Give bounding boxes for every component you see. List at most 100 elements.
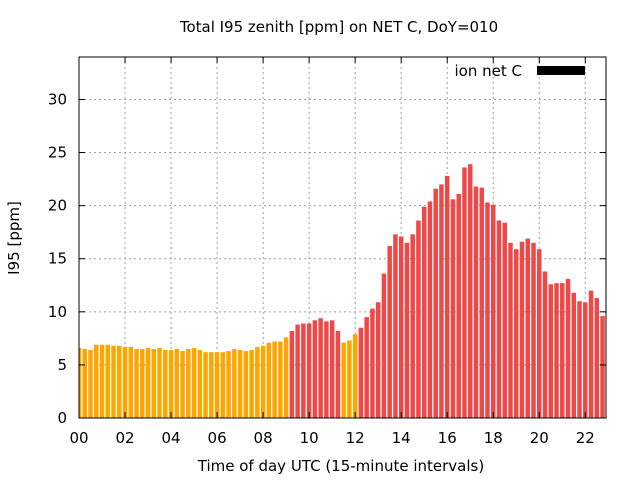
bar (335, 330, 341, 418)
x-axis-label: Time of day UTC (15-minute intervals) (197, 457, 484, 475)
x-tick-label: 10 (300, 429, 319, 447)
bar (496, 220, 502, 418)
bar (364, 317, 369, 418)
bar (502, 222, 507, 418)
legend-swatch (537, 66, 585, 75)
bar (393, 234, 398, 418)
bar (479, 187, 484, 418)
bar (410, 234, 415, 418)
bar (329, 320, 335, 418)
y-tick-label: 25 (48, 144, 67, 162)
bar (278, 341, 283, 418)
x-tick-label: 00 (69, 429, 88, 447)
bar (266, 342, 272, 418)
bar (462, 167, 467, 418)
bar (82, 348, 87, 418)
bar (134, 348, 139, 418)
bar (433, 188, 438, 418)
bar (191, 347, 197, 418)
bar (283, 337, 289, 418)
bar (237, 350, 243, 418)
bar (416, 220, 421, 418)
bar (537, 249, 542, 418)
bar (157, 347, 162, 418)
y-tick-label: 10 (48, 303, 67, 321)
bar (439, 184, 444, 418)
bar (232, 348, 237, 418)
bar (260, 345, 266, 418)
bar (163, 350, 168, 418)
bar (347, 340, 352, 418)
bar (226, 351, 231, 418)
bar (490, 204, 496, 418)
bar (519, 241, 525, 418)
bar (444, 175, 450, 418)
bar (105, 344, 111, 418)
bar (272, 341, 277, 418)
bar (352, 334, 358, 418)
bar (324, 321, 329, 418)
bar (525, 238, 530, 418)
bar (203, 352, 208, 418)
bar (186, 348, 191, 418)
bar (128, 346, 134, 418)
bar (312, 320, 318, 418)
bar (220, 352, 226, 418)
bar (168, 350, 174, 418)
plot-frame (78, 56, 607, 419)
bar (588, 290, 594, 418)
y-tick-label: 5 (57, 356, 67, 374)
x-tick-label: 08 (254, 429, 273, 447)
bar (467, 164, 473, 418)
bar (197, 350, 203, 418)
bar (583, 302, 588, 418)
bar (387, 245, 392, 418)
x-tick-label: 18 (484, 429, 503, 447)
bar (301, 323, 306, 418)
bar (404, 242, 410, 418)
x-tick-label: 12 (346, 429, 365, 447)
bar (571, 292, 577, 418)
bar (295, 324, 300, 418)
x-tick-label: 04 (162, 429, 181, 447)
bars (79, 164, 605, 418)
x-tick-label: 20 (530, 429, 549, 447)
chart-title: Total I95 zenith [ppm] on NET C, DoY=010 (179, 18, 498, 36)
bar (214, 352, 220, 418)
bar (243, 351, 249, 418)
x-tick-label: 06 (208, 429, 227, 447)
y-tick-label: 30 (48, 90, 67, 108)
bar (548, 284, 554, 418)
y-tick-label: 0 (57, 409, 67, 427)
legend-label: ion net C (455, 62, 522, 80)
bar (600, 316, 605, 418)
bar (398, 236, 404, 418)
bar (122, 346, 128, 418)
bar (542, 271, 548, 418)
bar (560, 283, 565, 418)
bar (94, 344, 99, 418)
bar (180, 351, 185, 418)
bar (577, 301, 582, 418)
bar (140, 348, 145, 418)
bar (554, 283, 559, 418)
x-tick-label: 14 (392, 429, 411, 447)
bar (450, 199, 456, 418)
bar (358, 327, 364, 418)
legend: ion net C (455, 62, 585, 80)
axis-ticks: 00 02 04 06 08 10 12 14 16 18 20 22 0 5 10 15 20 25 30 (48, 57, 606, 447)
bar (249, 350, 254, 418)
y-tick-label: 15 (48, 250, 67, 268)
bar (514, 249, 519, 418)
bar (79, 347, 82, 418)
bar (318, 318, 323, 418)
bar (174, 348, 180, 418)
bar (209, 352, 214, 418)
bar (381, 273, 387, 418)
bar (289, 330, 295, 418)
bar (117, 345, 122, 418)
bar (565, 278, 571, 418)
x-tick-label: 02 (115, 429, 134, 447)
y-tick-label: 20 (48, 197, 67, 215)
bar (456, 193, 461, 418)
